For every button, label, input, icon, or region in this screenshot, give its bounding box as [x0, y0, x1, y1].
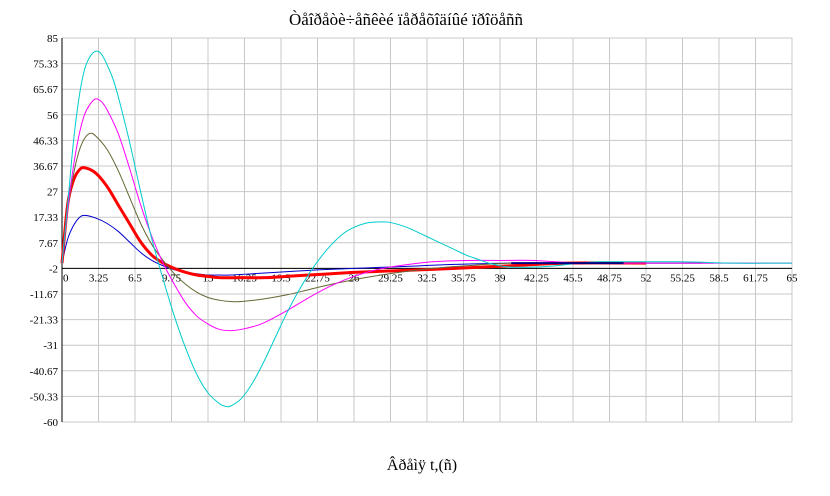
chart-title: Òåîðåòè÷åñêèé ïåðåõîäíûé ïðîöåññ: [289, 10, 523, 29]
series-line-1: [61, 214, 703, 276]
y-tick-label: 75.33: [33, 59, 58, 71]
y-tick-label: 46.33: [33, 135, 58, 147]
x-tick-label: 52: [641, 272, 652, 284]
x-tick-label: 55.25: [670, 272, 695, 284]
series-group: [60, 50, 793, 408]
x-tick-label: 26: [349, 272, 361, 284]
series-line-4: [61, 98, 792, 332]
y-tick-label: -11.67: [30, 289, 59, 301]
series-line-3: [61, 132, 714, 303]
y-tick-label: 65.67: [33, 84, 58, 96]
x-tick-label: 9.75: [162, 272, 182, 284]
y-tick-label: 17.33: [33, 212, 58, 224]
x-tick-label: 13: [203, 272, 215, 284]
x-tick-label: 0: [63, 272, 69, 284]
x-tick-label: 61.75: [743, 272, 768, 284]
x-axis-label: Âðåìÿ t,(ñ): [387, 455, 457, 474]
x-tick-label: 6.5: [128, 272, 142, 284]
x-tick-label: 35.75: [451, 272, 476, 284]
y-tick-label: 7.67: [39, 238, 59, 250]
y-tick-label: -31: [43, 340, 58, 352]
x-tick-label: 45.5: [563, 272, 583, 284]
x-tick-label: 3.25: [89, 272, 109, 284]
y-tick-label: 85: [47, 33, 59, 45]
x-tick-label: 58.5: [709, 272, 729, 284]
series-line-2: [60, 166, 647, 280]
x-tick-label: 32.5: [417, 272, 437, 284]
y-tick-label: 36.67: [33, 161, 58, 173]
y-tick-label: -50.33: [30, 391, 59, 403]
x-tick-label: 65: [787, 272, 799, 284]
y-tick-label: -21.33: [30, 315, 59, 327]
x-tick-label: 48.75: [597, 272, 622, 284]
x-tick-label: 29.25: [378, 272, 403, 284]
x-tick-label: 39: [495, 272, 507, 284]
y-tick-labels: 85 75.33 65.67 56 46.33 36.67 27 17.33 7.67 -2 -11…: [30, 33, 59, 429]
y-tick-label: -60: [43, 417, 58, 429]
y-tick-label: -2: [49, 263, 58, 275]
y-tick-label: 56: [47, 110, 59, 122]
grid: [61, 37, 793, 423]
y-tick-label: 27: [47, 187, 59, 199]
x-tick-label: 42.25: [524, 272, 549, 284]
y-tick-label: -40.67: [30, 366, 59, 378]
series-line-5: [61, 50, 793, 408]
